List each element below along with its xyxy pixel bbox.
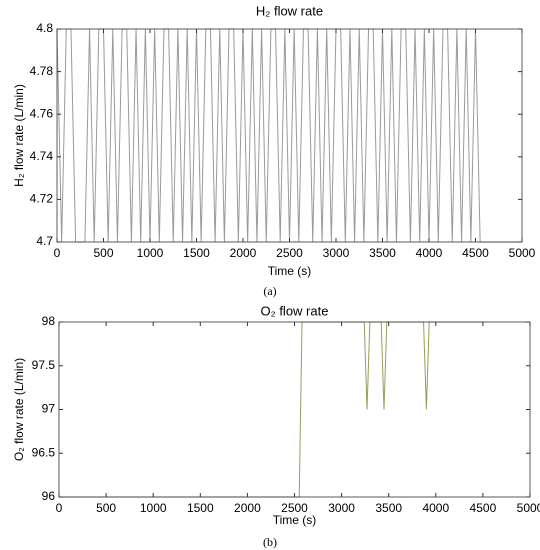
y-tick-label: 97 [42,402,56,416]
y-axis-label: H₂ flow rate (L/min) [12,84,26,187]
x-tick-label: 1500 [187,501,214,515]
x-tick-label: 3000 [328,501,355,515]
y-tick-label: 4.8 [36,21,53,35]
y-tick-label: 4.78 [30,64,54,78]
x-tick-label: 2000 [234,501,261,515]
x-tick-label: 500 [96,501,116,515]
plot-area [57,29,522,242]
plot-area [59,322,530,497]
x-tick-label: 4500 [462,246,489,260]
x-axis-label: Time (s) [268,264,312,278]
x-tick-label: 4500 [470,501,497,515]
caption: (a) [263,284,276,298]
y-tick-label: 4.74 [30,149,54,163]
x-tick-label: 3500 [369,246,396,260]
x-tick-label: 4000 [422,501,449,515]
caption: (b) [263,535,277,549]
x-tick-label: 5000 [517,501,540,515]
x-axis-label: Time (s) [273,513,317,527]
x-tick-label: 0 [56,501,63,515]
x-tick-label: 0 [54,246,61,260]
y-tick-label: 96 [42,489,56,503]
x-tick-label: 2500 [281,501,308,515]
x-tick-label: 1000 [140,501,167,515]
x-tick-label: 1000 [137,246,164,260]
x-tick-label: 3500 [375,501,402,515]
x-tick-label: 3000 [323,246,350,260]
y-tick-label: 4.72 [30,192,54,206]
y-tick-label: 96.5 [32,445,56,459]
x-tick-label: 4000 [416,246,443,260]
x-tick-label: 2000 [230,246,257,260]
x-tick-label: 5000 [509,246,536,260]
chart-title: H₂ flow rate [256,3,323,18]
y-axis-label: O₂ flow rate (L/min) [12,358,26,461]
x-tick-label: 500 [93,246,113,260]
x-tick-label: 1500 [183,246,210,260]
y-tick-label: 4.76 [30,106,54,120]
y-tick-label: 98 [42,314,56,328]
chart-title: O₂ flow rate [261,303,329,318]
x-tick-label: 2500 [276,246,303,260]
y-tick-label: 4.7 [36,234,53,248]
y-tick-label: 97.5 [32,358,56,372]
